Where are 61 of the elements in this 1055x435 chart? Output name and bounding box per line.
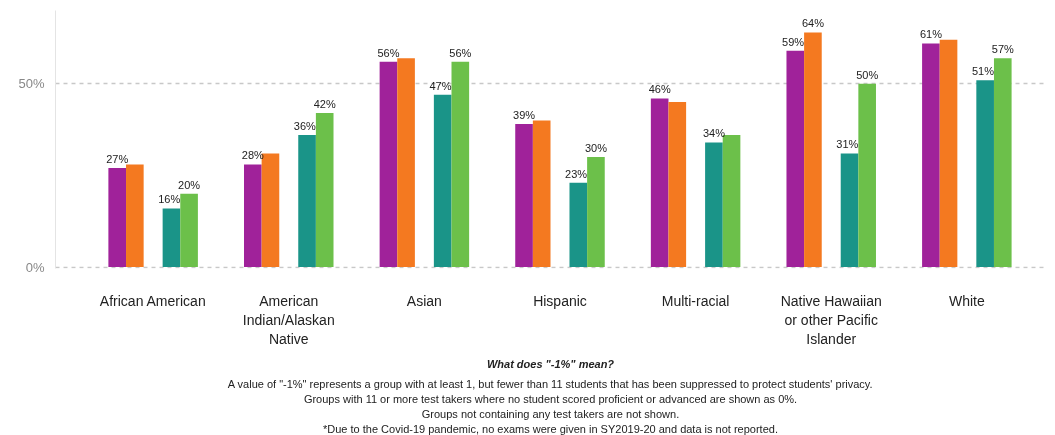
x-tick-label: Multi-racial	[661, 292, 730, 309]
data-label: 34%	[702, 127, 726, 140]
bar	[722, 135, 741, 268]
data-label: 51%	[971, 65, 995, 78]
data-label: 39%	[513, 109, 536, 122]
data-label: 23%	[565, 167, 588, 180]
bar	[650, 98, 669, 268]
x-tick-label: African American	[99, 292, 206, 309]
y-tick-label: 0%	[25, 259, 45, 275]
bar	[108, 168, 127, 268]
bar	[786, 50, 805, 268]
text: *Due to the Covid-19 pandemic, no exams were given in SY2019-20 and data is not reported.	[323, 423, 778, 435]
bar	[244, 164, 262, 268]
bar	[922, 43, 940, 268]
data-label: 59%	[782, 35, 805, 48]
bar	[532, 120, 551, 268]
bar	[976, 80, 994, 268]
bar	[668, 102, 687, 268]
data-label: 47%	[429, 79, 452, 92]
bar	[840, 153, 859, 268]
text: A value of "-1%" represents a group with at least 1, but fewer than 11 students that has been suppressed to protect students' privacy.	[227, 378, 873, 390]
bar	[298, 135, 316, 268]
data-label: 28%	[241, 149, 265, 162]
bar	[993, 58, 1012, 268]
text: Groups not containing any test takers are not shown.	[421, 408, 680, 420]
bar	[705, 142, 723, 268]
data-label: 30%	[584, 142, 608, 155]
bar	[162, 208, 181, 268]
text: What does "-1%" mean?	[486, 357, 615, 370]
data-label: 64%	[801, 17, 825, 30]
data-label: 56%	[449, 46, 472, 59]
data-label: 20%	[178, 178, 201, 191]
data-label: 57%	[991, 43, 1015, 56]
data-label: 16%	[158, 193, 181, 206]
x-tick-label: Native Hawaiian or other Pacific Islander	[780, 292, 882, 347]
data-label: 46%	[648, 83, 671, 96]
data-label: 50%	[856, 68, 879, 81]
data-label: 61%	[919, 28, 943, 41]
bar	[939, 39, 958, 268]
bar	[433, 94, 452, 268]
x-tick-label: White	[948, 292, 985, 309]
bar	[126, 164, 144, 268]
bar	[515, 124, 533, 268]
data-label: 42%	[313, 98, 336, 111]
bar	[804, 32, 822, 268]
text: Groups with 11 or more test takers where no student scored proficient or advanced are shown as 0%.	[303, 393, 798, 405]
data-label: 27%	[106, 153, 129, 166]
bar	[858, 83, 876, 268]
bar	[451, 61, 470, 268]
bar	[397, 58, 415, 268]
x-tick-label: Hispanic	[533, 292, 587, 309]
bar	[180, 193, 198, 268]
data-label: 56%	[377, 46, 400, 59]
x-tick-label: American Indian/Alaskan Native	[242, 292, 335, 347]
bar	[379, 61, 398, 268]
data-label: 36%	[293, 120, 317, 133]
x-tick-label: Asian	[406, 292, 442, 309]
bar	[569, 182, 588, 268]
data-label: 31%	[836, 138, 859, 151]
bar	[587, 157, 605, 268]
bar	[315, 113, 334, 268]
